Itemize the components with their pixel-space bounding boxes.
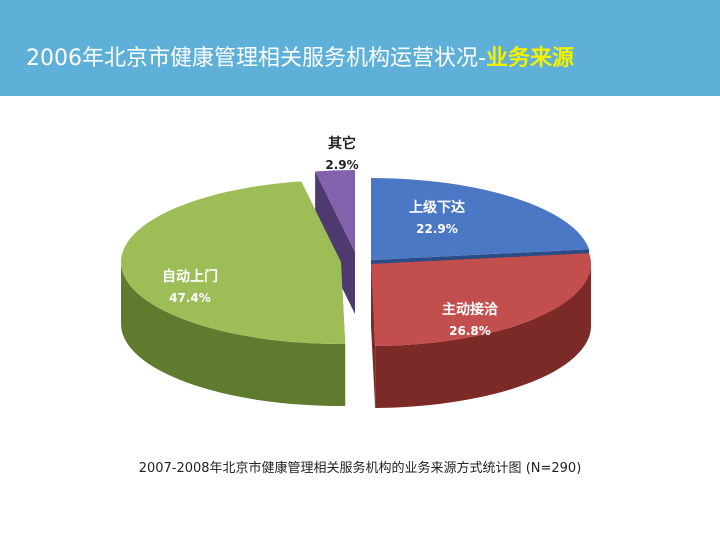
pie-slice-face xyxy=(371,264,376,408)
slice-label: 自动上门 xyxy=(162,268,218,285)
slice-value-label: 26.8% xyxy=(449,324,491,338)
page-title-main: 2006年北京市健康管理相关服务机构运营状况- xyxy=(26,46,486,71)
page-title: 2006年北京市健康管理相关服务机构运营状况-业务来源 xyxy=(26,40,574,72)
title-banner: 2006年北京市健康管理相关服务机构运营状况-业务来源 xyxy=(0,0,720,96)
pie-slice xyxy=(315,170,355,252)
chart-caption: 2007-2008年北京市健康管理相关服务机构的业务来源方式统计图 (N=290… xyxy=(138,461,582,476)
pie-slice-wall xyxy=(121,262,346,406)
slice-label: 主动接洽 xyxy=(442,301,499,318)
slice-value-label: 2.9% xyxy=(325,158,358,172)
pie-slice-face xyxy=(315,171,355,314)
pie-slice xyxy=(121,181,346,345)
slice-value-label: 47.4% xyxy=(169,291,211,305)
slice-value-label: 22.9% xyxy=(416,222,458,236)
pie-slice xyxy=(371,178,590,260)
slice-label: 其它 xyxy=(328,135,356,152)
page-title-accent: 业务来源 xyxy=(485,46,574,71)
pie-slice-wall xyxy=(375,264,591,408)
pie-slice xyxy=(371,253,591,346)
pie-tops xyxy=(121,170,591,346)
slice-label: 上级下达 xyxy=(409,199,465,216)
